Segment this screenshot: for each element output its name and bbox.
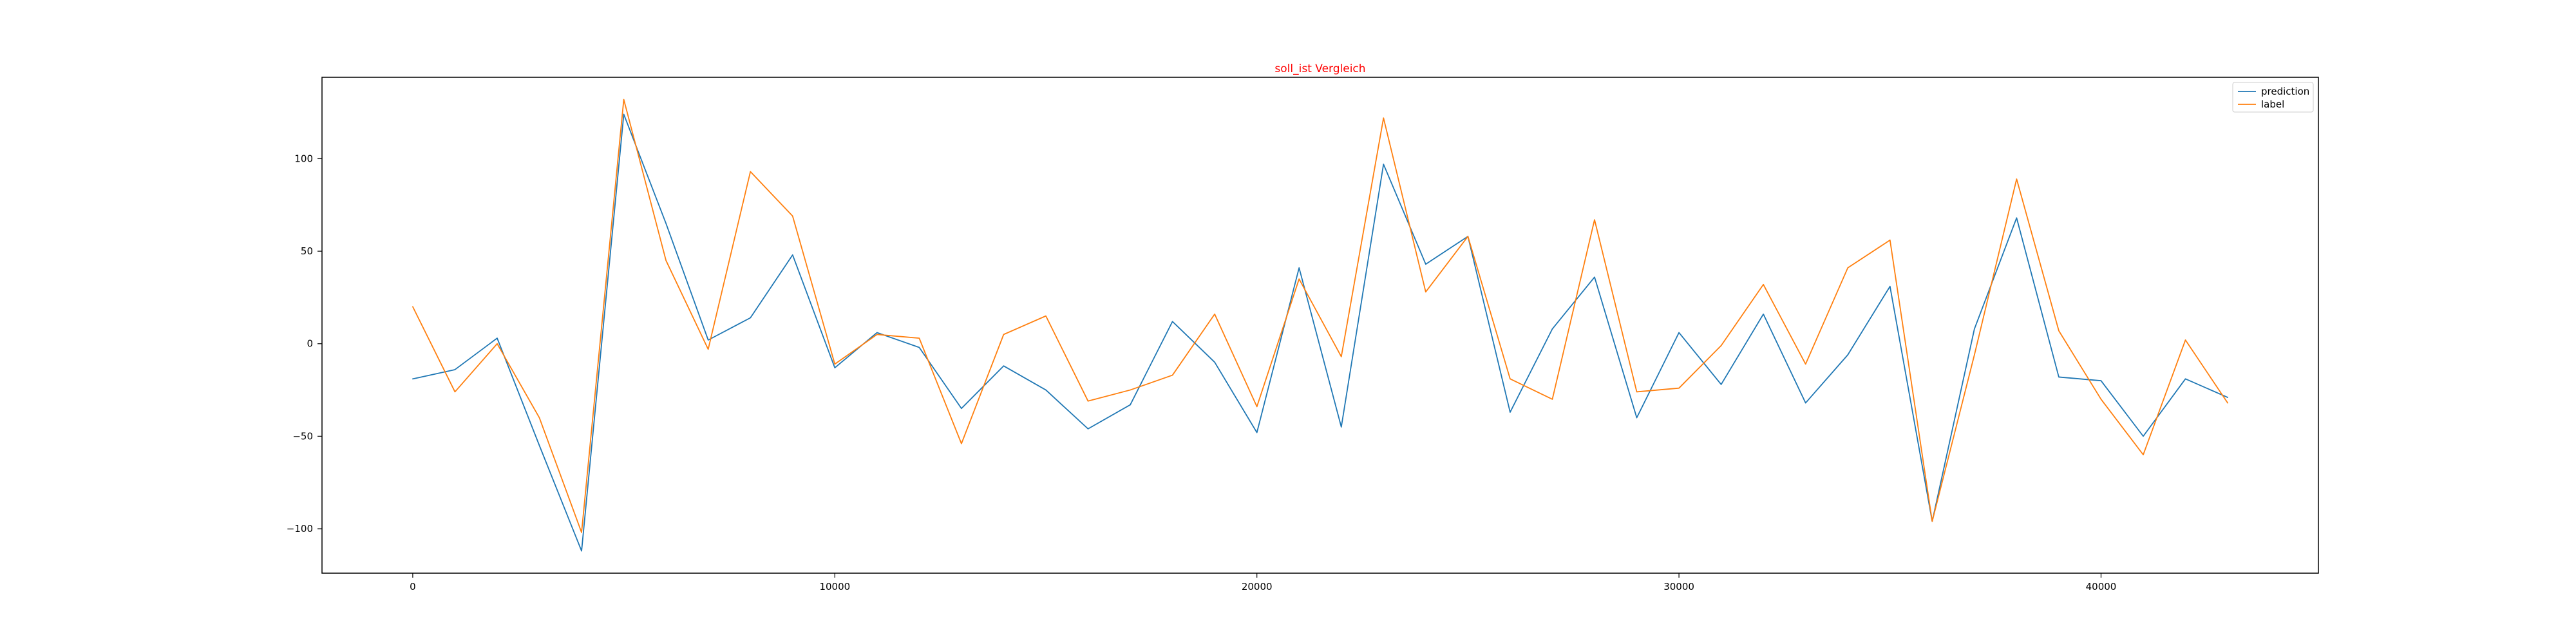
series-lines: [412, 99, 2228, 552]
y-tick-label: 50: [301, 245, 313, 257]
legend: prediction label: [2232, 82, 2314, 113]
y-tick-label: −50: [292, 430, 313, 442]
y-tick-label: −100: [287, 523, 313, 535]
y-tick-label: 0: [307, 338, 313, 350]
plot-area: [321, 77, 2319, 574]
x-axis: 0 10000 20000 30000 40000: [410, 573, 2116, 592]
series-line-prediction: [412, 113, 2228, 552]
legend-label-label: label: [2261, 99, 2284, 110]
x-tick-label: 0: [410, 581, 416, 592]
legend-label-prediction: prediction: [2261, 86, 2309, 97]
y-axis: −100 −50 0 50 100: [287, 153, 322, 535]
x-tick-label: 10000: [819, 581, 850, 592]
x-tick-label: 20000: [1242, 581, 1273, 592]
series-line-label: [412, 99, 2228, 533]
y-tick-label: 100: [294, 153, 313, 164]
x-tick-label: 40000: [2086, 581, 2117, 592]
x-tick-label: 30000: [1663, 581, 1694, 592]
chart-title: soll_ist Vergleich: [1274, 62, 1365, 75]
